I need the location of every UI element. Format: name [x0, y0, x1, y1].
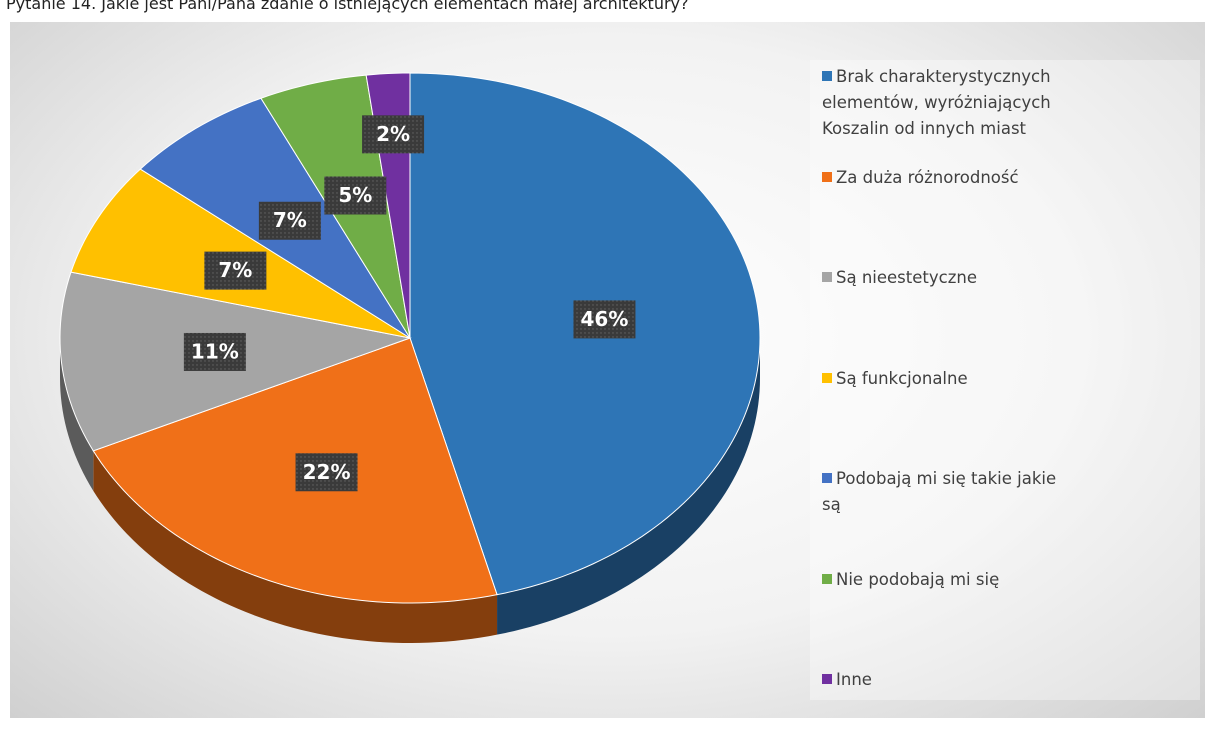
data-label: 46%	[581, 307, 629, 331]
legend-label: Są nieestetyczne	[836, 268, 977, 287]
slice-side	[60, 338, 94, 491]
legend-label: Za duża różnorodność	[836, 167, 1019, 187]
data-label: 7%	[273, 208, 307, 232]
legend-item: Inne	[822, 667, 1072, 693]
legend-item: Brak charakterystycznych elementów, wyró…	[822, 64, 1072, 142]
legend-swatch	[822, 473, 832, 483]
data-label: 11%	[191, 339, 239, 363]
data-label-box	[183, 332, 246, 371]
data-label-box	[204, 251, 267, 290]
slice-side	[497, 338, 760, 635]
legend-item: Nie podobają mi się	[822, 567, 1072, 593]
data-label: 7%	[218, 258, 252, 282]
data-label-box	[362, 115, 425, 154]
legend-label: Inne	[836, 670, 872, 689]
data-label: 2%	[376, 122, 410, 146]
legend-swatch	[822, 272, 832, 282]
legend-swatch	[822, 71, 832, 81]
legend-item: Są funkcjonalne	[822, 366, 1072, 392]
chart-title: Pytanie 14. Jakie jest Pani/Pana zdanie …	[6, 0, 689, 13]
legend-swatch	[822, 573, 832, 584]
slice-side	[93, 450, 498, 643]
data-label-box	[258, 201, 321, 240]
legend: Brak charakterystycznych elementów, wyró…	[810, 60, 1200, 700]
data-label-box	[324, 176, 387, 215]
legend-item: Podobają mi się takie jakie są	[822, 466, 1072, 518]
legend-label: Są funkcjonalne	[836, 368, 968, 388]
slice	[92, 337, 498, 604]
legend-swatch	[822, 674, 832, 684]
legend-item: Za duża różnorodność	[822, 165, 1072, 191]
legend-item: Są nieestetyczne	[822, 265, 1072, 291]
data-label-box	[573, 300, 636, 339]
data-label-box	[295, 453, 358, 492]
legend-label: Podobają mi się takie jakie są	[822, 469, 1057, 514]
legend-label: Brak charakterystycznych elementów, wyró…	[822, 67, 1051, 138]
legend-label: Nie podobają mi się	[836, 569, 1000, 589]
legend-swatch	[822, 171, 832, 182]
data-label: 5%	[338, 183, 372, 207]
data-label: 22%	[303, 460, 351, 484]
legend-swatch	[822, 372, 832, 383]
